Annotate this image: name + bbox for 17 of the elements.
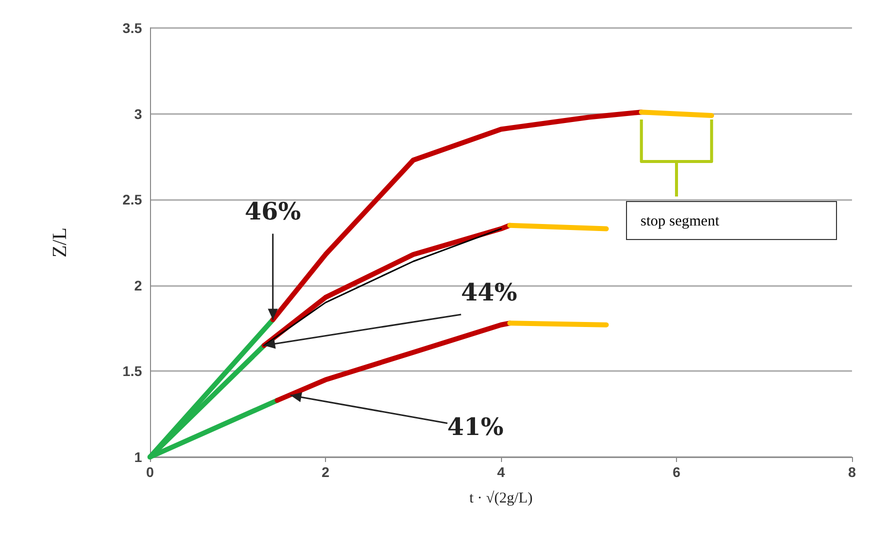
- y-axis-title: Z/L: [49, 228, 71, 258]
- x-tick-label: 4: [497, 464, 506, 480]
- y-tick-label: 2: [134, 277, 142, 294]
- annotation: 41%: [447, 412, 504, 442]
- x-tick-label: 8: [848, 464, 856, 480]
- y-tick-label: 2.5: [122, 192, 142, 208]
- x-tick-label: 0: [146, 464, 154, 480]
- annotation: stop segment: [640, 214, 720, 230]
- x-tick-label: 6: [672, 464, 681, 480]
- annotation: 44%: [460, 277, 518, 306]
- y-tick-label: 3.5: [122, 20, 142, 36]
- annotation: 46%: [244, 196, 302, 226]
- y-tick-label: 1: [134, 449, 142, 465]
- y-tick-label: 1.5: [122, 363, 142, 380]
- x-axis-title: t · √(2g/L): [469, 490, 533, 506]
- x-tick-label: 2: [322, 464, 330, 480]
- y-tick-label: 3: [134, 106, 142, 122]
